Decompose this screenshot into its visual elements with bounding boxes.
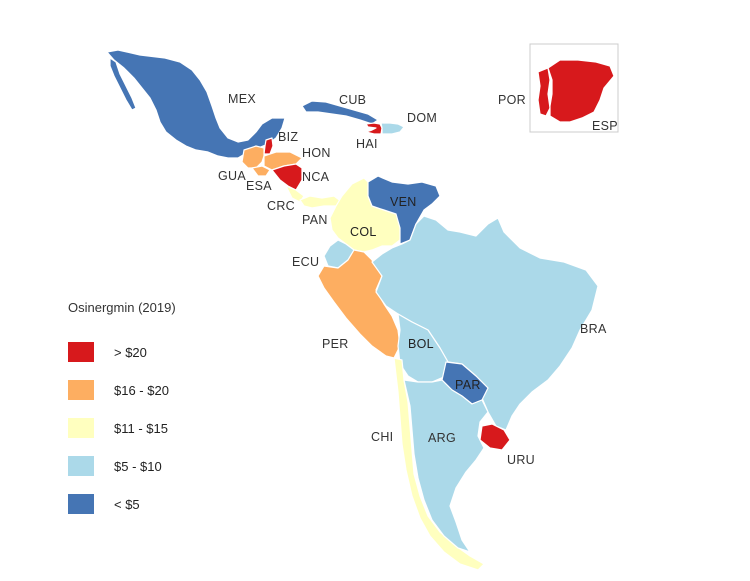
label-por: POR <box>498 93 526 107</box>
legend-item-under-5: < $5 <box>68 485 176 523</box>
country-biz[interactable] <box>263 137 274 155</box>
country-esp[interactable] <box>547 59 615 123</box>
country-bra[interactable] <box>371 215 599 431</box>
legend-label: $16 - $20 <box>114 382 169 398</box>
legend-swatch <box>68 456 94 476</box>
label-hon: HON <box>302 146 331 160</box>
country-chi[interactable] <box>393 357 485 571</box>
legend-swatch <box>68 380 94 400</box>
country-cub[interactable] <box>301 100 379 125</box>
legend-item-11-15: $11 - $15 <box>68 409 176 447</box>
legend-swatch <box>68 342 94 362</box>
country-por[interactable] <box>537 67 551 117</box>
label-arg: ARG <box>428 431 456 445</box>
label-pan: PAN <box>302 213 328 227</box>
legend-swatch <box>68 418 94 438</box>
legend-label: > $20 <box>114 344 147 360</box>
legend-label: < $5 <box>114 496 140 512</box>
label-col: COL <box>350 225 377 239</box>
label-bol: BOL <box>408 337 434 351</box>
label-uru: URU <box>507 453 535 467</box>
legend-label: $11 - $15 <box>114 420 168 436</box>
country-uru[interactable] <box>479 423 511 451</box>
country-nca[interactable] <box>271 163 303 191</box>
label-per: PER <box>322 337 349 351</box>
legend-item-16-20: $16 - $20 <box>68 371 176 409</box>
country-arg[interactable] <box>403 379 489 553</box>
iberia-inset-frame <box>529 43 619 133</box>
label-gua: GUA <box>218 169 246 183</box>
label-esp: ESP <box>592 119 618 133</box>
label-biz: BIZ <box>278 130 298 144</box>
legend-item-over-20: > $20 <box>68 333 176 371</box>
label-ven: VEN <box>390 195 417 209</box>
label-ecu: ECU <box>292 255 319 269</box>
legend-swatch <box>68 494 94 514</box>
country-gua[interactable] <box>241 145 265 169</box>
legend-title: Osinergmin (2019) <box>68 300 176 315</box>
country-ven[interactable] <box>367 175 441 245</box>
label-par: PAR <box>455 378 481 392</box>
country-mex-baja[interactable] <box>109 57 137 111</box>
country-per[interactable] <box>317 249 401 359</box>
label-dom: DOM <box>407 111 437 125</box>
legend-item-5-10: $5 - $10 <box>68 447 176 485</box>
country-dom[interactable] <box>380 122 405 135</box>
label-nca: NCA <box>302 170 330 184</box>
label-esa: ESA <box>246 179 272 193</box>
country-esa[interactable] <box>251 165 271 177</box>
legend-label: $5 - $10 <box>114 458 162 474</box>
legend: Osinergmin (2019) > $20 $16 - $20 $11 - … <box>68 300 176 523</box>
label-mex: MEX <box>228 92 256 106</box>
label-hai: HAI <box>356 137 378 151</box>
country-mex[interactable] <box>106 49 286 159</box>
label-chi: CHI <box>371 430 393 444</box>
label-crc: CRC <box>267 199 295 213</box>
country-hai[interactable] <box>365 122 383 135</box>
label-cub: CUB <box>339 93 366 107</box>
label-bra: BRA <box>580 322 607 336</box>
